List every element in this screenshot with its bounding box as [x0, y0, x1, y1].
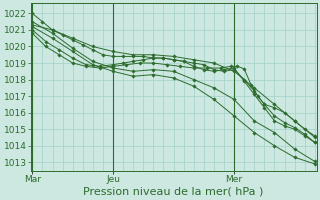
X-axis label: Pression niveau de la mer( hPa ): Pression niveau de la mer( hPa )	[84, 187, 264, 197]
